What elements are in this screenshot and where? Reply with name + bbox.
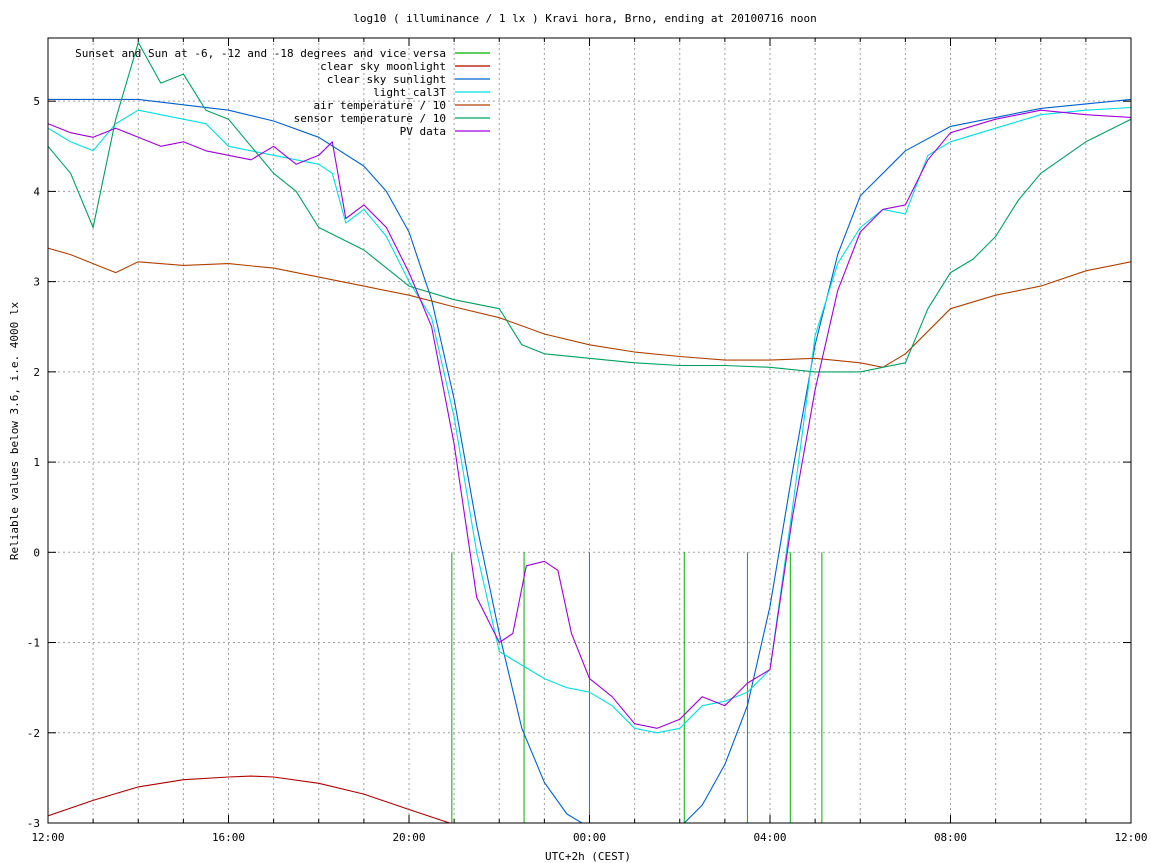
- y-tick-label: 3: [33, 276, 40, 289]
- legend-label: PV data: [400, 125, 446, 138]
- series-clear-sky-sunlight-line: [48, 98, 1131, 823]
- y-tick-label: 2: [33, 366, 40, 379]
- x-tick-label: 04:00: [753, 831, 786, 844]
- x-tick-label: 08:00: [934, 831, 967, 844]
- series-light-cal3t-line: [48, 106, 1131, 734]
- legend-label: light_cal3T: [373, 86, 446, 99]
- legend: Sunset and Sun at -6, -12 and -18 degree…: [75, 47, 490, 138]
- legend-label: air temperature / 10: [314, 99, 446, 112]
- x-tick-label: 12:00: [1114, 831, 1147, 844]
- y-tick-label: -3: [27, 817, 40, 830]
- x-tick-label: 16:00: [212, 831, 245, 844]
- y-tick-label: 4: [33, 185, 40, 198]
- y-tick-label: 1: [33, 456, 40, 469]
- y-tick-label: -1: [27, 637, 40, 650]
- series-sensor-temperature-10-line: [48, 41, 1131, 373]
- series-air-temperature-10-line: [48, 247, 1131, 368]
- y-axis-label: Reliable values below 3.6, i.e. 4000 lx: [8, 301, 21, 560]
- y-tick-label: -2: [27, 727, 40, 740]
- x-tick-label: 20:00: [392, 831, 425, 844]
- legend-label: Sunset and Sun at -6, -12 and -18 degree…: [75, 47, 446, 60]
- tick-layer: 12:00 16:00 20:00 00:00 04:00 08:00 12:00-3-2-…: [27, 38, 1148, 844]
- x-axis-label: UTC+2h (CEST): [545, 850, 631, 863]
- chart-title: log10 ( illuminance / 1 lx ) Kravi hora,…: [353, 12, 817, 25]
- y-tick-label: 0: [33, 546, 40, 559]
- series-layer: [48, 41, 1131, 823]
- legend-label: clear sky moonlight: [320, 60, 446, 73]
- legend-label: sensor temperature / 10: [294, 112, 446, 125]
- y-tick-label: 5: [33, 95, 40, 108]
- x-tick-label: 12:00: [31, 831, 64, 844]
- series-pv-data-line: [48, 109, 1131, 729]
- legend-label: clear sky sunlight: [327, 73, 446, 86]
- series-clear-sky-moonlight-line: [48, 775, 450, 823]
- x-tick-label: 00:00: [573, 831, 606, 844]
